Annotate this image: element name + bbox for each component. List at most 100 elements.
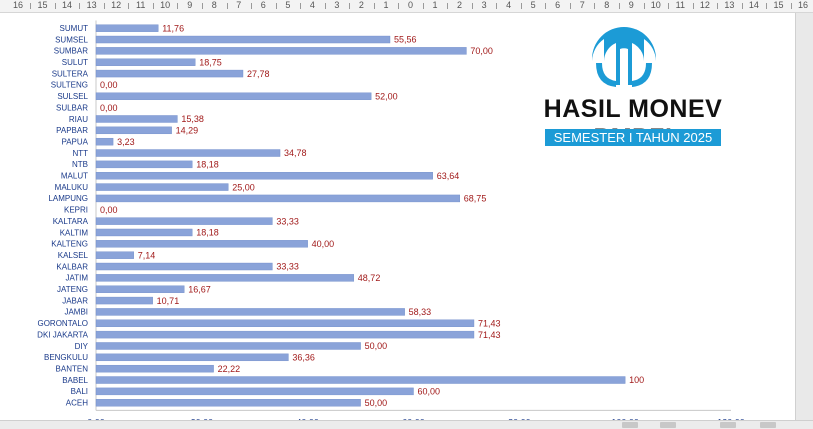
- ruler-tick-label: 7: [236, 0, 242, 10]
- bar: [95, 137, 114, 146]
- x-tick-label: 20,00: [191, 417, 214, 420]
- ruler-tick-label: 11: [135, 0, 146, 10]
- ruler-tick-label: 15: [773, 0, 784, 10]
- category-label: KALTENG: [51, 240, 88, 249]
- value-label: 52,00: [375, 91, 398, 101]
- bar: [95, 296, 153, 305]
- category-label: LAMPUNG: [48, 194, 88, 203]
- ruler-tick-label: 8: [211, 0, 217, 10]
- value-label: 0,00: [100, 103, 118, 113]
- ruler-mark: [275, 3, 277, 9]
- bar: [95, 194, 461, 203]
- ruler-mark: [103, 3, 105, 9]
- bar: [95, 115, 178, 123]
- ruler-mark: [30, 3, 32, 9]
- horizontal-ruler: 16 15 14 13 12 11 10 9 8 7 6 5 4 3 2 1 0 1 2 3 4 5 6 7 8 9 10 11 12 1…: [0, 0, 813, 13]
- ruler-tick-label: 16: [12, 0, 24, 10]
- ruler-mark: [594, 3, 596, 9]
- value-label: 48,72: [358, 273, 381, 283]
- ruler-mark: [54, 3, 56, 9]
- bar: [95, 228, 193, 237]
- bar: [95, 217, 273, 225]
- ruler-mark: [717, 3, 719, 9]
- ruler-mark: [152, 3, 154, 9]
- bar: [95, 342, 361, 350]
- category-label: SUMUT: [60, 24, 89, 33]
- value-label: 50,00: [365, 398, 388, 408]
- bar: [95, 399, 361, 407]
- category-label: PAPUA: [61, 137, 88, 146]
- category-label: SULSEL: [57, 92, 88, 101]
- ruler-tick-label: 10: [160, 0, 171, 10]
- ruler-tick-label: 16: [797, 0, 809, 10]
- bar: [95, 251, 134, 259]
- ruler-tick-label: 0: [407, 0, 414, 10]
- bar: [95, 376, 626, 384]
- ruler-tick-label: 12: [699, 0, 710, 10]
- value-label: 33,33: [276, 216, 299, 226]
- category-label: BANTEN: [56, 364, 89, 373]
- category-label: JAMBI: [64, 308, 88, 317]
- reading-view-button[interactable]: [720, 422, 736, 428]
- bar: [95, 58, 196, 66]
- value-label: 68,75: [464, 194, 487, 204]
- category-label: KEPRI: [64, 206, 88, 215]
- bar: [95, 353, 289, 362]
- category-label: NTT: [72, 149, 88, 158]
- slide-canvas[interactable]: SUMUT 11,76 SUMSEL 55,56 SUMBAR 70,00 SULUT 18,…: [0, 13, 795, 420]
- category-label: SULUT: [62, 58, 88, 67]
- ruler-tick-label: 5: [285, 0, 291, 10]
- bar: [95, 285, 185, 293]
- ruler-tick-label: 1: [432, 0, 438, 10]
- ruler-tick-label: 14: [62, 0, 73, 10]
- category-label: MALUT: [61, 172, 88, 181]
- x-tick-label: 100,00: [611, 417, 639, 420]
- ruler-mark: [790, 3, 792, 9]
- value-label: 3,23: [117, 137, 135, 147]
- ruler-mark: [79, 3, 81, 9]
- x-tick-label: 40,00: [296, 417, 319, 420]
- ruler-mark: [619, 3, 621, 9]
- value-label: 55,56: [394, 35, 417, 45]
- category-label: PAPBAR: [56, 126, 88, 135]
- value-label: 63,64: [437, 171, 460, 181]
- bar: [95, 330, 475, 339]
- vertical-scrollbar[interactable]: [795, 13, 813, 420]
- value-label: 15,38: [181, 114, 204, 124]
- bar: [95, 240, 308, 248]
- ruler-mark: [373, 3, 375, 9]
- slide-sorter-button[interactable]: [660, 422, 676, 428]
- ruler-mark: [324, 3, 326, 9]
- value-label: 33,33: [276, 262, 299, 272]
- x-tick-label: 0,00: [87, 417, 105, 420]
- ruler-mark: [545, 3, 547, 9]
- bar: [95, 92, 372, 100]
- normal-view-button[interactable]: [622, 422, 638, 428]
- value-label: 34,78: [284, 148, 307, 158]
- ruler-tick-label: 1: [383, 0, 389, 10]
- category-label: JABAR: [62, 296, 88, 305]
- ruler-tick-label: 7: [579, 0, 585, 10]
- bar: [95, 308, 405, 316]
- category-label: JATENG: [57, 285, 88, 294]
- ruler-tick-label: 15: [37, 0, 48, 10]
- logo-subtitle: SEMESTER I TAHUN 2025: [545, 129, 721, 146]
- category-label: JATIM: [65, 274, 88, 283]
- category-label: MALUKU: [55, 183, 89, 192]
- value-label: 18,18: [196, 228, 219, 238]
- slideshow-button[interactable]: [760, 422, 776, 428]
- ruler-tick-label: 9: [187, 0, 193, 10]
- ruler-tick-label: 6: [555, 0, 561, 10]
- category-label: DIY: [75, 342, 89, 351]
- ruler-mark: [251, 3, 253, 9]
- x-tick-label: 120,00: [717, 417, 745, 420]
- category-label: KALTIM: [60, 228, 89, 237]
- category-label: NTB: [72, 160, 88, 169]
- ruler-mark: [766, 3, 768, 9]
- ruler-mark: [422, 3, 424, 9]
- value-label: 70,00: [470, 46, 493, 56]
- category-label: KALSEL: [58, 251, 89, 260]
- category-label: SULTERA: [52, 69, 89, 78]
- ruler-tick-label: 10: [650, 0, 661, 10]
- ruler-tick-label: 11: [675, 0, 686, 10]
